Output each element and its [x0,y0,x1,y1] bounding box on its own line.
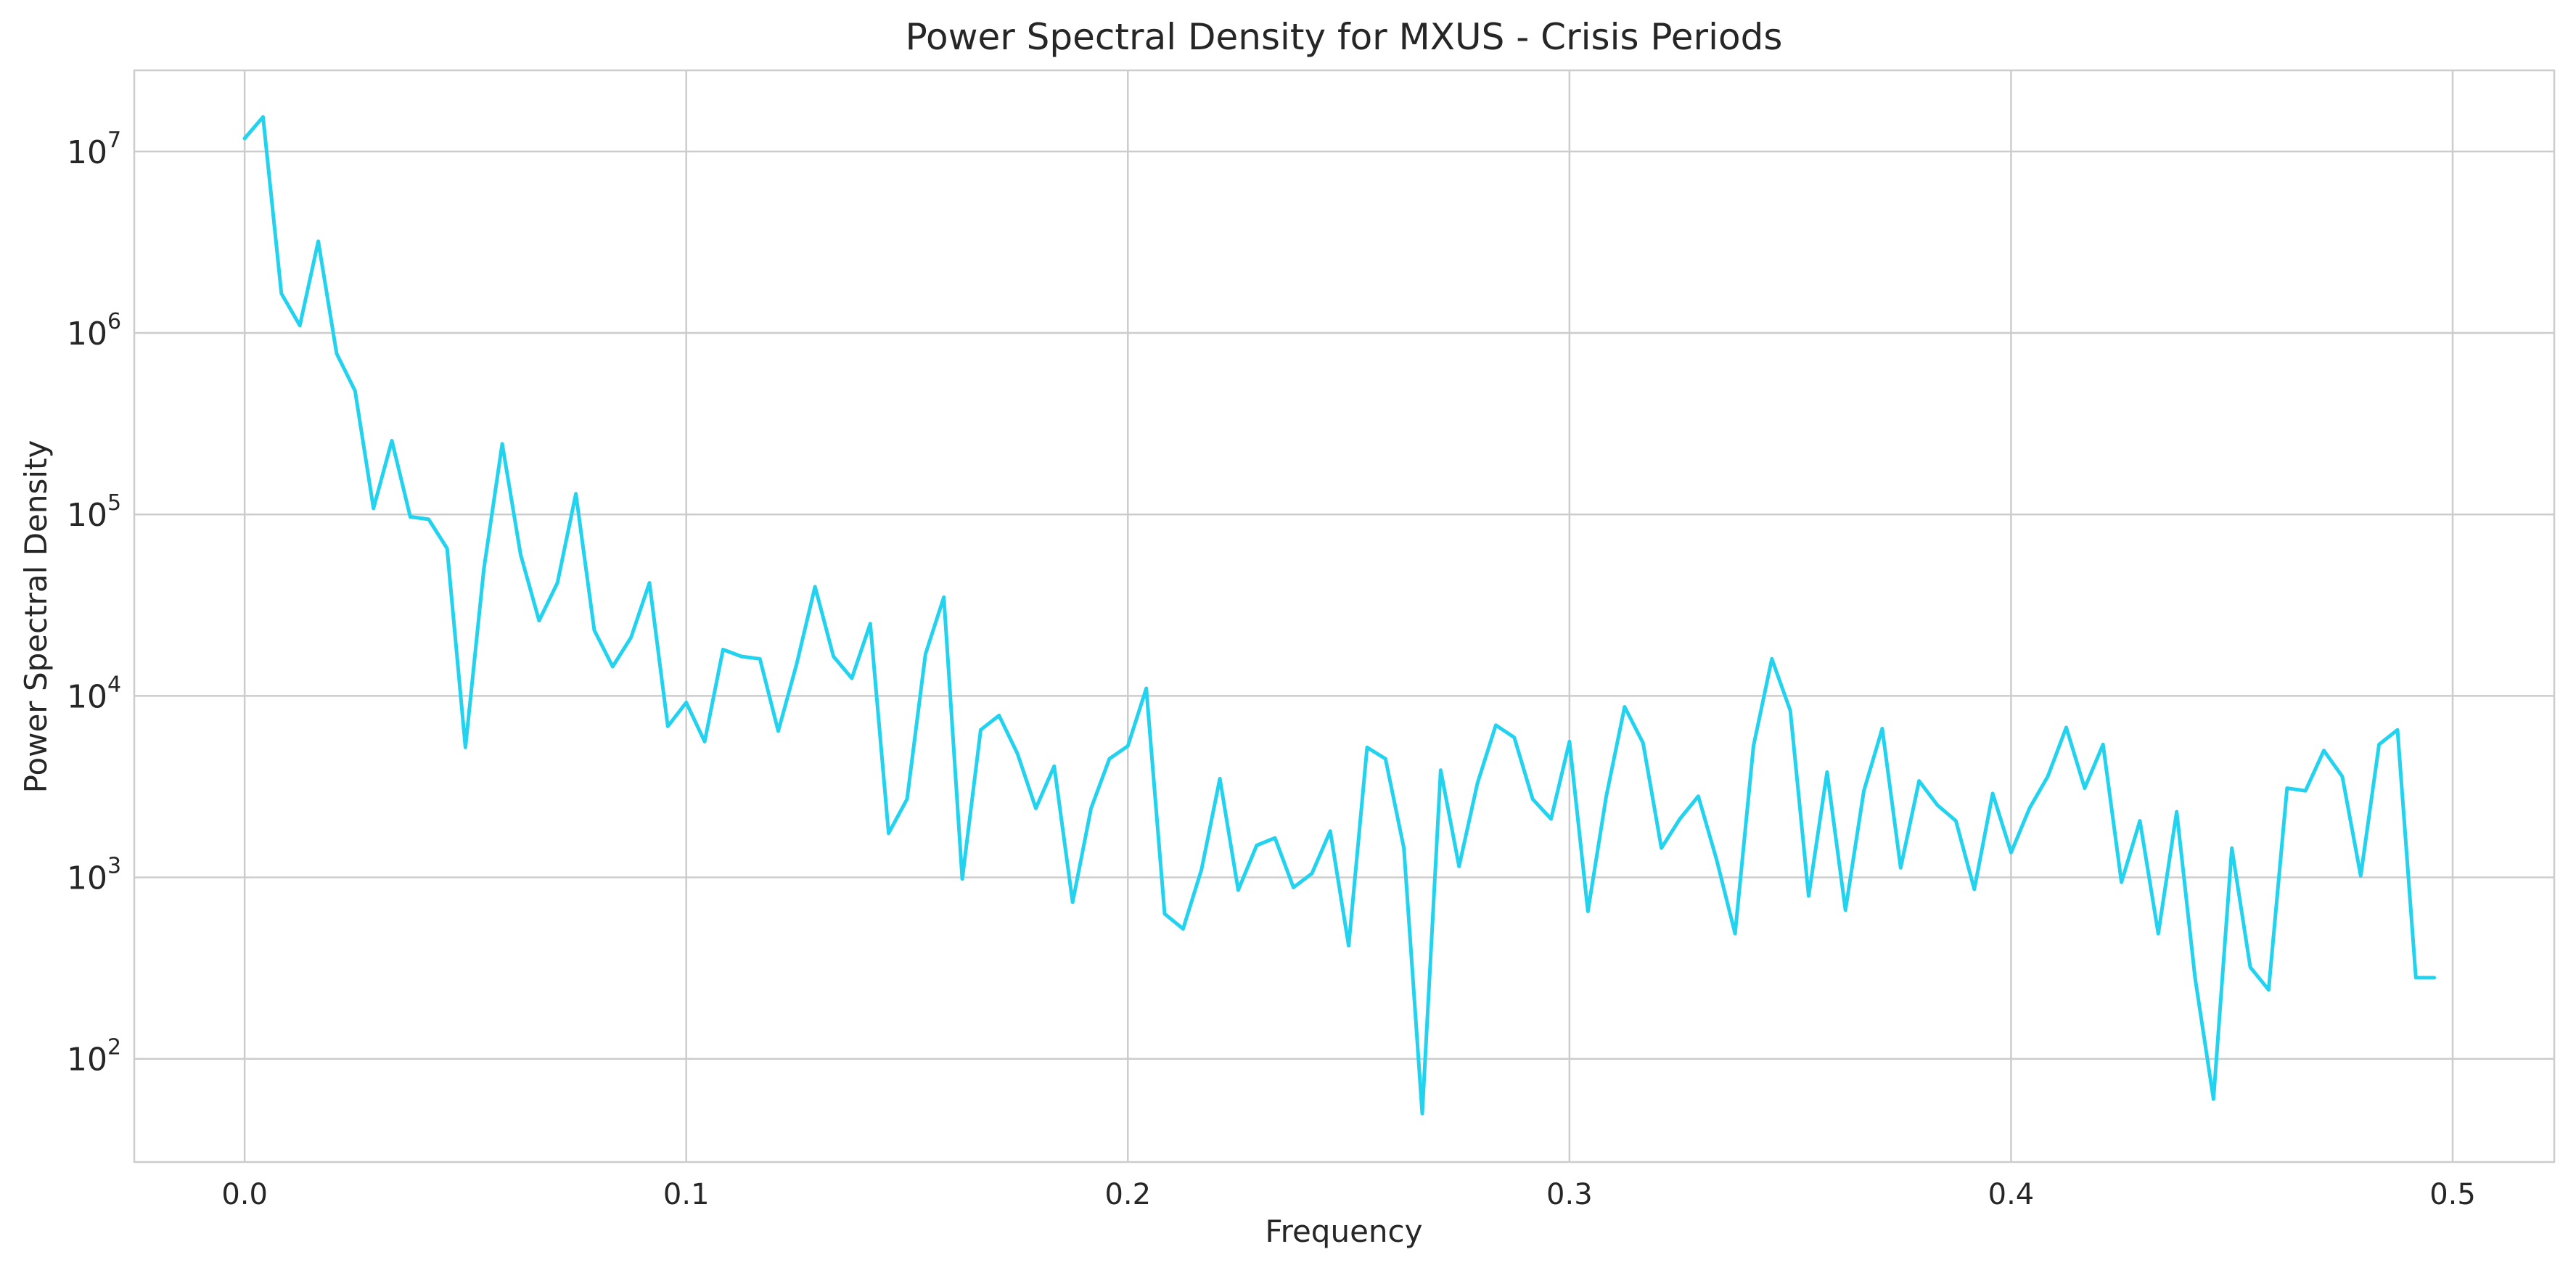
chart-title: Power Spectral Density for MXUS - Crisis… [906,16,1783,58]
x-tick-label: 0.1 [663,1178,710,1211]
psd-series-line [242,115,2437,1116]
y-tick-label: 107 [67,128,121,171]
x-tick-label: 0.0 [221,1178,268,1211]
axis-ticks: 0.0 0.1 0.2 0.3 0.4 0.5 102 103 104 105 106 107 [67,128,2476,1211]
x-tick-label: 0.4 [1988,1178,2035,1211]
y-tick-label: 103 [67,854,121,897]
x-tick-label: 0.5 [2429,1178,2476,1211]
grid [134,70,2554,1162]
plot-frame [133,69,2556,1163]
x-tick-label: 0.2 [1104,1178,1151,1211]
y-tick-label: 105 [67,490,121,534]
x-tick-label: 0.3 [1546,1178,1593,1211]
y-tick-label: 106 [67,309,121,353]
y-axis-label: Power Spectral Density [18,440,54,794]
y-tick-label: 102 [67,1035,121,1079]
y-tick-label: 104 [67,672,121,715]
x-axis-label: Frequency [1266,1214,1423,1249]
